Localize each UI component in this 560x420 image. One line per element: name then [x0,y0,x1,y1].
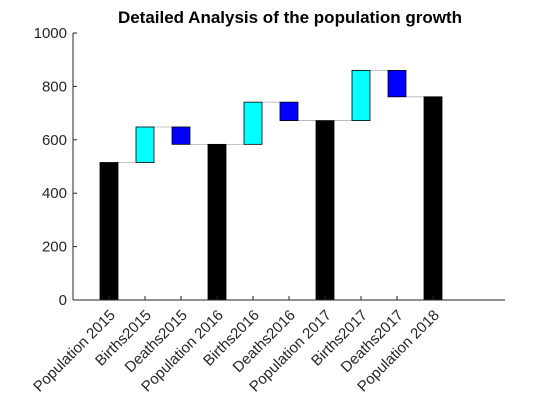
bar-decrease [279,101,299,121]
y-tick-label: 800 [42,78,67,95]
bar-increase [351,69,371,121]
bar-total [207,143,227,301]
y-tick-label: 1000 [34,25,67,42]
bar-total [315,120,335,301]
bar-decrease [171,126,191,145]
bar-increase [243,101,263,145]
chart-title: Detailed Analysis of the population grow… [118,8,462,27]
bar-decrease [387,69,407,98]
bars-group [99,69,443,301]
y-tick-label: 0 [59,292,67,309]
y-tick-label: 200 [42,239,67,256]
bar-increase [135,126,155,163]
bar-total [423,96,443,301]
bar-total [99,162,119,301]
connector-lines [118,69,424,163]
y-ticks: 0 200 400 600 800 1000 [34,25,77,309]
y-tick-label: 600 [42,132,67,149]
y-tick-label: 400 [42,185,67,202]
x-ticks: Population 2015Births2015Deaths2015Popul… [30,296,443,396]
